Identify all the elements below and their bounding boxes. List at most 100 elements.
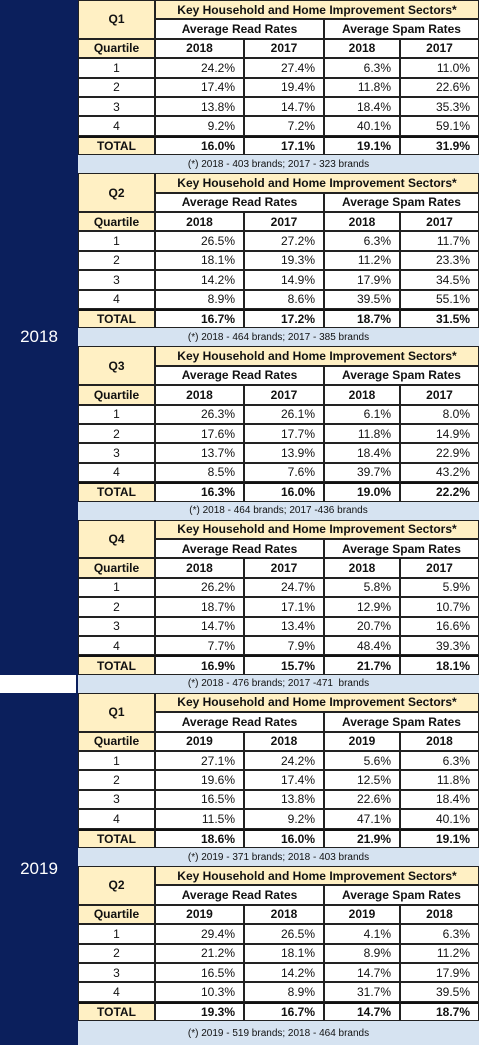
block-title: Key Household and Home Improvement Secto…: [155, 173, 479, 193]
rate-cell: 17.7%: [244, 424, 324, 444]
total-cell: 31.9%: [400, 135, 479, 156]
rate-cell: 34.5%: [400, 270, 479, 290]
footnote: (*) 2018 - 464 brands; 2017 -436 brands: [78, 501, 479, 520]
total-cell: 16.3%: [155, 482, 244, 502]
quartile-label: 2: [78, 597, 155, 617]
rate-cell: 11.7%: [400, 231, 479, 251]
rate-cell: 7.7%: [155, 636, 244, 656]
total-cell: 22.2%: [400, 482, 479, 502]
footnote: (*) 2019 - 519 brands; 2018 - 464 brands: [78, 1021, 479, 1045]
rate-cell: 39.5%: [400, 982, 479, 1002]
quartile-label: 1: [78, 577, 155, 598]
column-header: 2018: [155, 385, 244, 405]
rate-cell: 7.9%: [244, 636, 324, 656]
total-cell: 18.6%: [155, 828, 244, 848]
rate-cell: 18.1%: [244, 943, 324, 963]
total-cell: 16.7%: [155, 309, 244, 329]
quartile-label: 3: [78, 97, 155, 117]
rate-cell: 18.4%: [324, 443, 400, 463]
rate-cell: 14.7%: [324, 963, 400, 983]
total-cell: 18.1%: [400, 655, 479, 675]
quartile-label: 4: [78, 289, 155, 309]
rate-cell: 6.3%: [400, 924, 479, 944]
quartile-label: 1: [78, 924, 155, 944]
rate-cell: 14.2%: [155, 270, 244, 290]
column-header: Quartile: [78, 904, 155, 925]
rate-cell: 17.1%: [244, 597, 324, 617]
rate-cell: 5.9%: [400, 577, 479, 598]
quartile-label: 2: [78, 77, 155, 97]
block-title: Key Household and Home Improvement Secto…: [155, 0, 479, 20]
rate-cell: 14.9%: [400, 424, 479, 444]
rate-cell: 4.1%: [324, 924, 400, 944]
total-cell: 19.1%: [324, 135, 400, 156]
column-header: 2018: [324, 38, 400, 59]
total-cell: 16.0%: [244, 482, 324, 502]
column-header: 2017: [244, 558, 324, 578]
rate-cell: 13.8%: [244, 789, 324, 810]
column-header: 2017: [400, 38, 479, 59]
rate-cell: 6.1%: [324, 404, 400, 424]
block-title: Key Household and Home Improvement Secto…: [155, 346, 479, 366]
rate-cell: 8.6%: [244, 289, 324, 309]
column-header: Quartile: [78, 38, 155, 59]
rate-cell: 17.6%: [155, 424, 244, 444]
subheader: Average Read Rates: [155, 539, 324, 559]
column-header: 2019: [155, 904, 244, 925]
rate-cell: 14.7%: [244, 97, 324, 117]
rate-cell: 11.8%: [324, 77, 400, 97]
rate-cell: 26.3%: [155, 404, 244, 424]
quarter-label: Q1: [78, 0, 155, 39]
column-header: 2017: [244, 38, 324, 59]
rate-cell: 19.3%: [244, 250, 324, 271]
column-header: Quartile: [78, 212, 155, 232]
rate-cell: 18.4%: [400, 789, 479, 810]
rate-cell: 21.2%: [155, 943, 244, 963]
rate-cell: 27.1%: [155, 751, 244, 771]
quartile-label: 4: [78, 462, 155, 483]
quartile-label: 4: [78, 809, 155, 829]
rate-cell: 16.5%: [155, 963, 244, 983]
total-cell: 18.7%: [324, 309, 400, 329]
quartile-label: 4: [78, 982, 155, 1002]
total-cell: 19.0%: [324, 482, 400, 502]
quartile-label: 2: [78, 943, 155, 963]
subheader: Average Read Rates: [155, 365, 324, 386]
rate-cell: 16.6%: [400, 616, 479, 636]
quarter-label: Q2: [78, 866, 155, 905]
column-header: 2017: [244, 385, 324, 405]
year-label: 2018: [20, 327, 58, 347]
total-cell: 19.3%: [155, 1001, 244, 1022]
column-header: 2017: [400, 212, 479, 232]
footnote: (*) 2018 - 403 brands; 2017 - 323 brands: [78, 155, 479, 174]
quartile-label: 2: [78, 424, 155, 444]
total-label: TOTAL: [78, 482, 155, 502]
rate-cell: 13.8%: [155, 97, 244, 117]
rate-cell: 22.6%: [400, 77, 479, 97]
total-cell: 31.5%: [400, 309, 479, 329]
rate-cell: 43.2%: [400, 462, 479, 483]
rate-cell: 22.9%: [400, 443, 479, 463]
subheader: Average Spam Rates: [324, 539, 479, 559]
quartile-label: 3: [78, 963, 155, 983]
subheader: Average Read Rates: [155, 19, 324, 39]
total-cell: 16.7%: [244, 1001, 324, 1022]
quartile-label: 4: [78, 636, 155, 656]
column-header: 2019: [155, 731, 244, 751]
column-header: 2019: [324, 731, 400, 751]
section-gap: [0, 674, 76, 693]
total-cell: 16.0%: [155, 135, 244, 156]
rate-cell: 5.8%: [324, 577, 400, 598]
rate-cell: 14.2%: [244, 963, 324, 983]
rate-cell: 8.0%: [400, 404, 479, 424]
column-header: Quartile: [78, 385, 155, 405]
column-header: 2018: [155, 38, 244, 59]
rate-cell: 9.2%: [244, 809, 324, 829]
rate-cell: 12.5%: [324, 770, 400, 790]
column-header: 2018: [400, 904, 479, 925]
rate-cell: 55.1%: [400, 289, 479, 309]
column-header: 2018: [324, 385, 400, 405]
rate-cell: 8.9%: [324, 943, 400, 963]
rate-cell: 35.3%: [400, 97, 479, 117]
